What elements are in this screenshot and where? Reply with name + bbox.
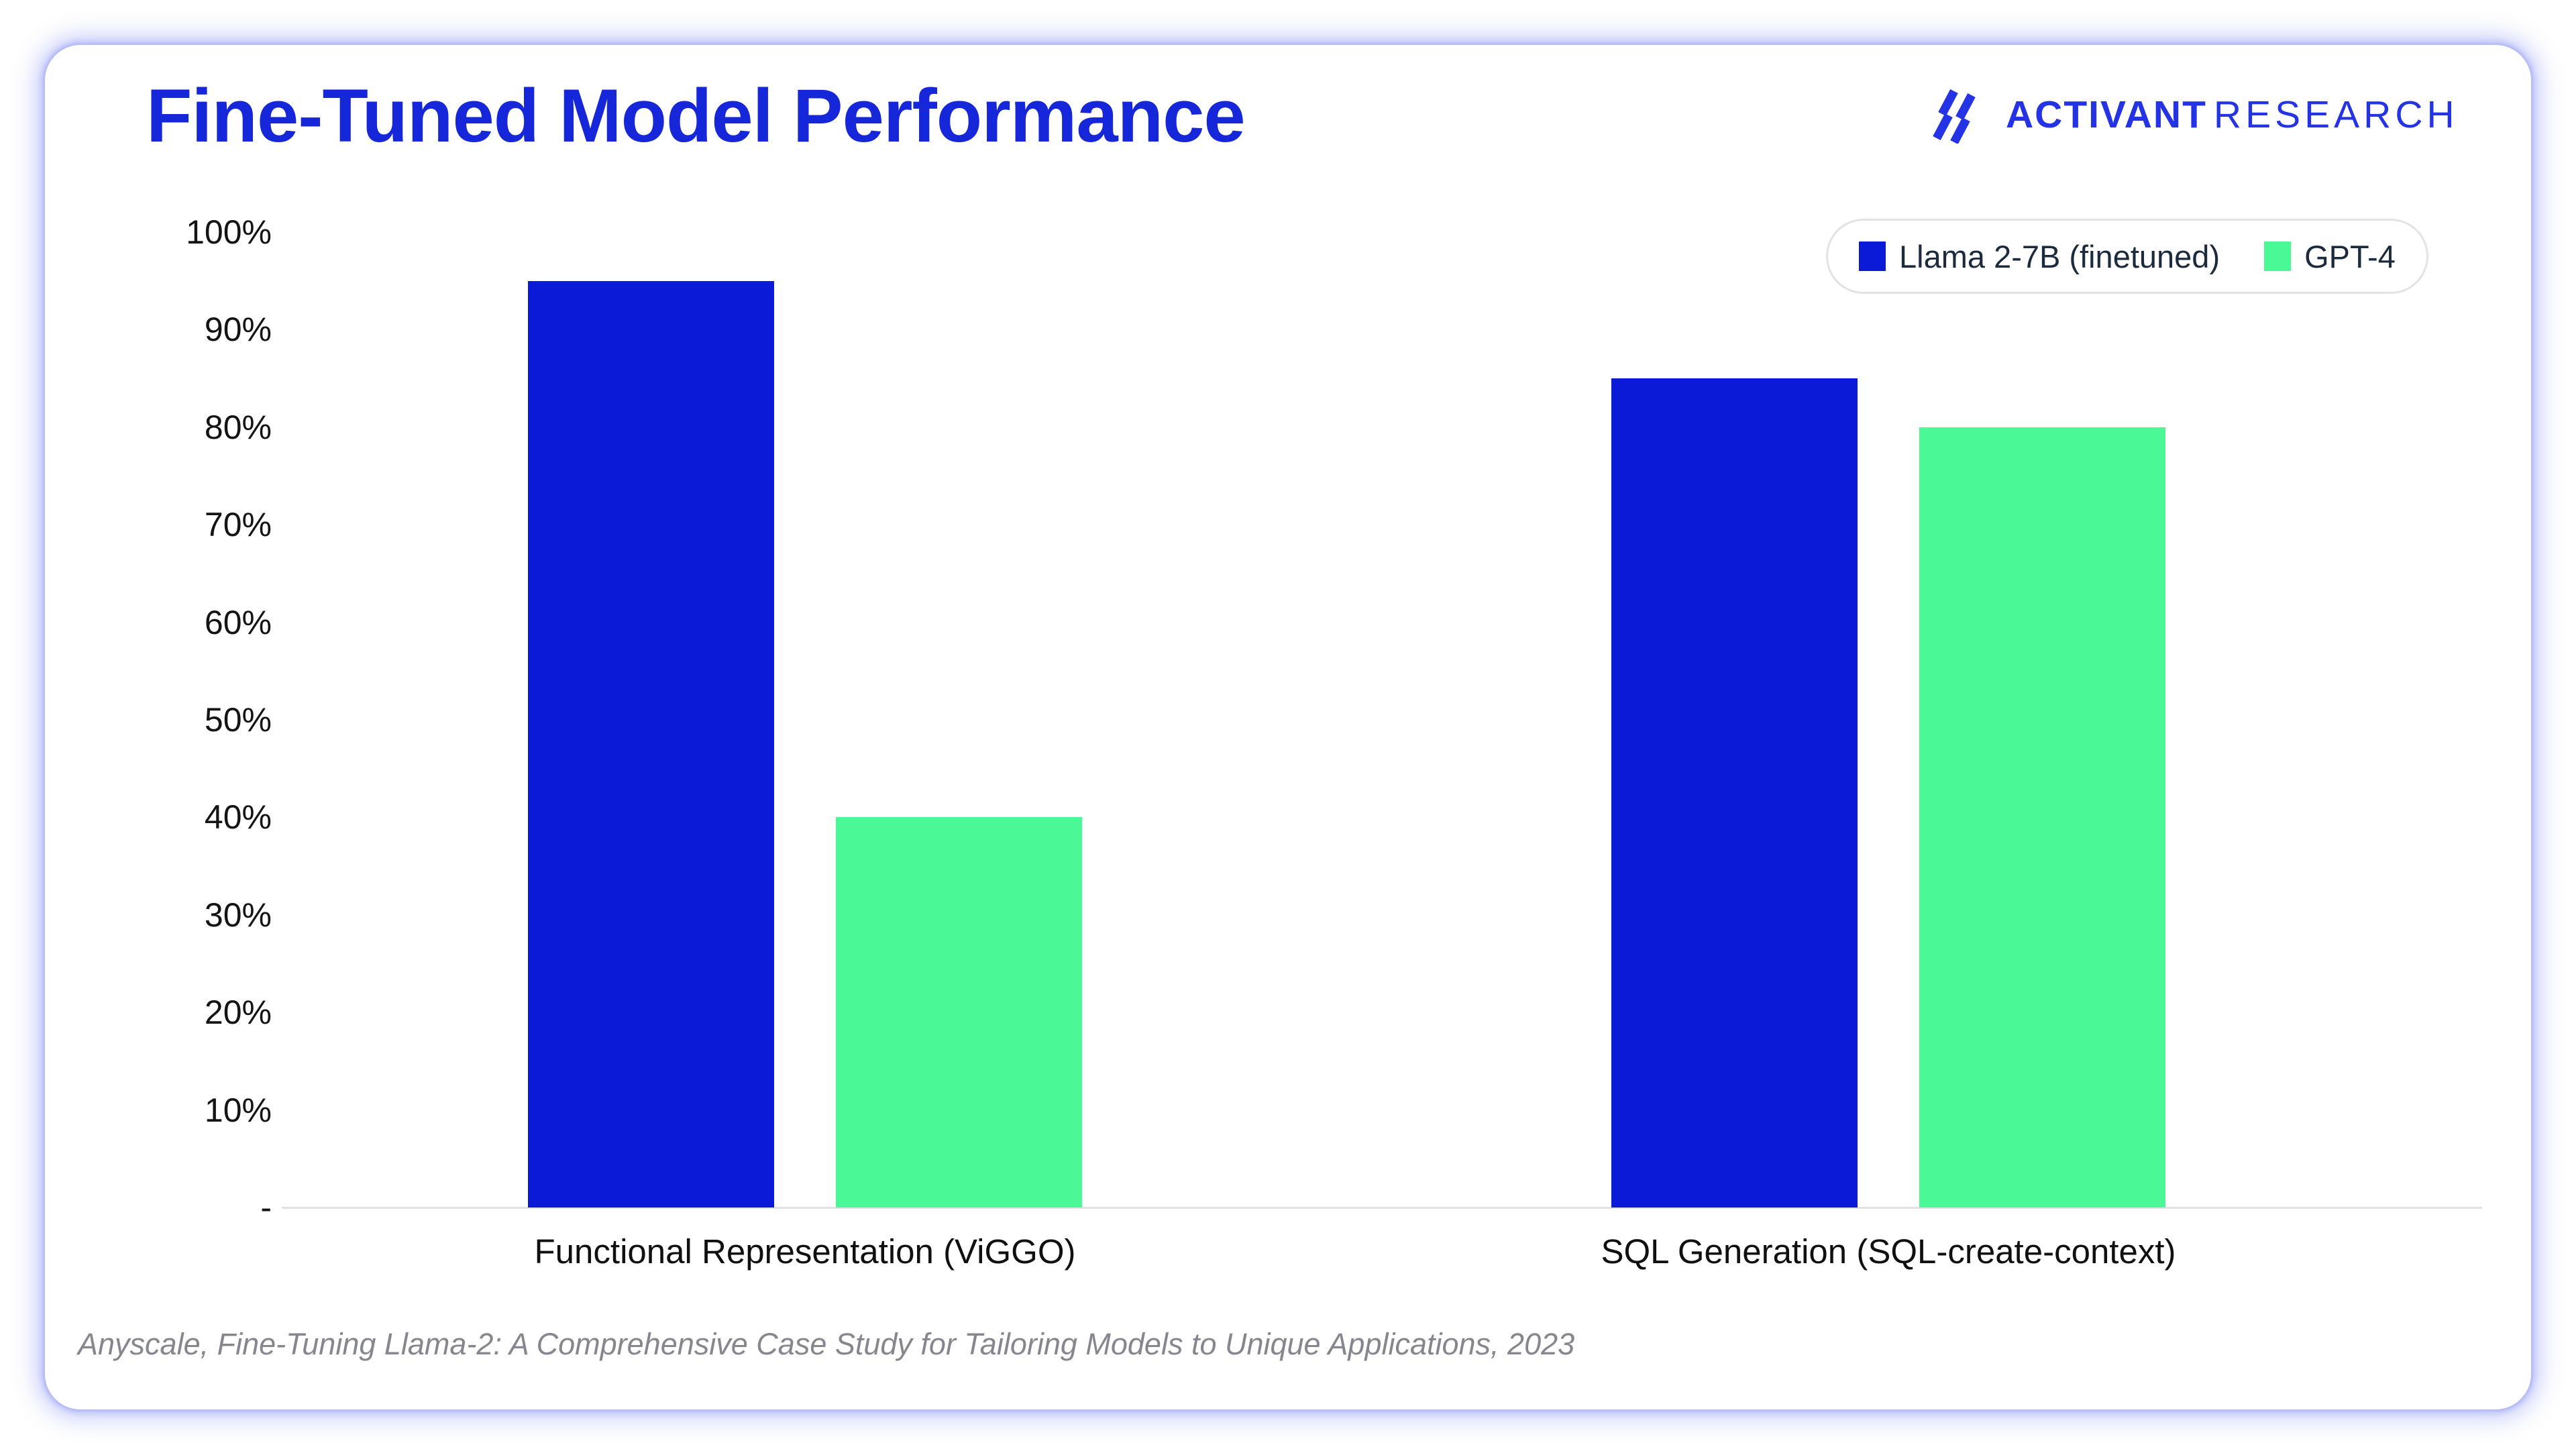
bar-llama-group2 [1611, 378, 1858, 1208]
x-axis-line [282, 1207, 2482, 1209]
y-tick-label: 60% [204, 603, 272, 641]
brand-name-primary: ACTIVANT [2006, 93, 2207, 136]
y-tick-label: - [260, 1189, 272, 1226]
x-axis-labels: Functional Representation (ViGGO) SQL Gen… [0, 1232, 2576, 1285]
legend-swatch-icon [1859, 241, 1886, 271]
y-tick-label: 100% [186, 213, 272, 251]
y-tick-label: 50% [204, 701, 272, 739]
legend-item: GPT-4 [2264, 238, 2396, 275]
source-note: Anyscale, Fine-Tuning Llama-2: A Compreh… [78, 1327, 1575, 1361]
y-tick-label: 80% [204, 408, 272, 446]
y-tick-label: 10% [204, 1091, 272, 1129]
y-axis: 100% 90% 80% 70% 60% 50% 40% 30% 20% 10% - [87, 0, 272, 1449]
y-tick-label: 20% [204, 994, 272, 1032]
category-label: Functional Representation (ViGGO) [534, 1232, 1076, 1271]
brand-logo: ACTIVANT RESEARCH [1932, 86, 2459, 144]
plot-area [282, 232, 2482, 1209]
bar-gpt4-group2 [1919, 427, 2165, 1208]
y-tick-label: 70% [204, 506, 272, 544]
page-title: Fine-Tuned Model Performance [146, 74, 1246, 158]
y-tick-label: 40% [204, 798, 272, 837]
legend-label: Llama 2-7B (finetuned) [1899, 238, 2220, 274]
category-label: SQL Generation (SQL-create-context) [1601, 1232, 2176, 1271]
y-tick-label: 30% [204, 896, 272, 934]
y-tick-label: 90% [204, 311, 272, 349]
brand-name-secondary: RESEARCH [2213, 93, 2459, 136]
chart-legend: Llama 2-7B (finetuned) GPT-4 [1826, 219, 2428, 294]
bar-gpt4-group1 [836, 817, 1082, 1208]
brand-name: ACTIVANT RESEARCH [2006, 93, 2459, 137]
legend-swatch-icon [2264, 241, 2292, 271]
legend-label: GPT-4 [2304, 238, 2396, 274]
activant-slashes-icon [1933, 89, 1976, 144]
legend-item: Llama 2-7B (finetuned) [1859, 238, 2220, 275]
bar-llama-group1 [528, 280, 774, 1208]
